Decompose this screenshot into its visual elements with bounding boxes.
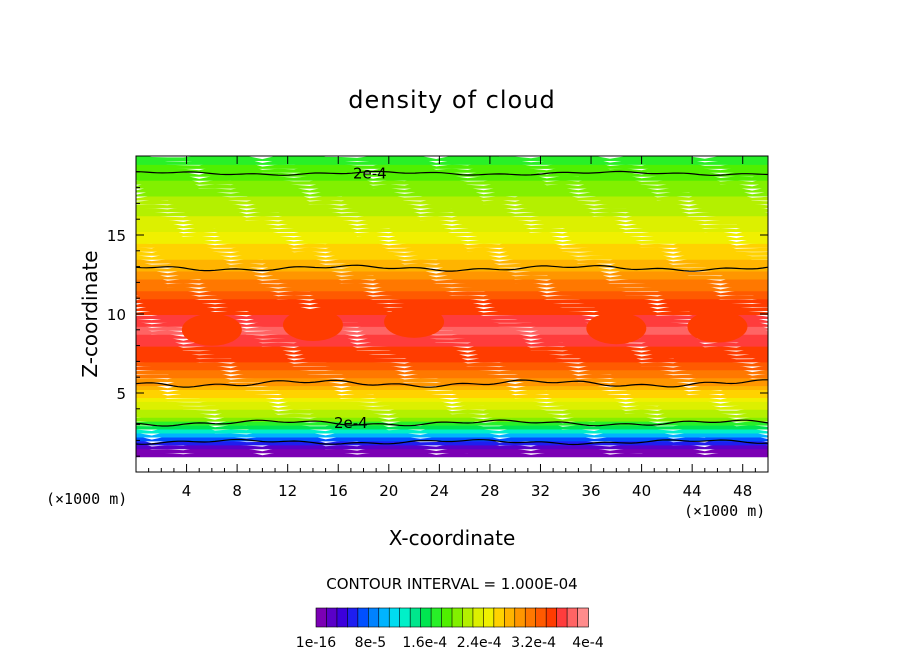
x-tick-label: 44: [683, 482, 702, 500]
heatmap-band: [136, 342, 768, 351]
colorbar-swatch: [326, 607, 338, 628]
contour-interval-label: CONTOUR INTERVAL = 1.000E-04: [326, 575, 578, 593]
colorbar-swatch: [420, 607, 432, 628]
x-tick-label: 16: [329, 482, 348, 500]
heatmap-bands: [136, 156, 768, 458]
contour-label: 2e-4: [353, 164, 387, 182]
x-unit-label-right: (×1000 m): [684, 502, 766, 520]
density-maximum: [586, 312, 647, 345]
colorbar-swatch: [399, 607, 411, 628]
x-tick-label: 48: [733, 482, 752, 500]
y-axis: 5 10 15: [107, 171, 768, 457]
heatmap-band: [136, 283, 768, 292]
x-tick-label: 20: [379, 482, 398, 500]
chart-title: density of cloud: [348, 86, 556, 114]
colorbar-swatch: [430, 607, 443, 628]
contour-line: [136, 438, 768, 446]
colorbar-swatch: [504, 607, 516, 628]
colorbar-swatch: [347, 607, 359, 628]
x-tick-label: 8: [232, 482, 242, 500]
contour-lines: [136, 170, 768, 446]
colorbar-swatch: [462, 607, 474, 628]
colorbar-swatch: [493, 607, 506, 628]
density-maximum: [282, 309, 343, 342]
contour-line: [136, 264, 768, 272]
density-maximum: [384, 305, 445, 338]
x-tick-label: 12: [278, 482, 297, 500]
x-tick-label: 36: [581, 482, 600, 500]
colorbar-label: 1e-16: [296, 635, 336, 651]
contour-line: [136, 419, 768, 427]
colorbar-swatch: [545, 607, 558, 628]
colorbar-swatch: [315, 607, 328, 628]
colorbar-swatch: [357, 607, 370, 628]
colorbar-swatch: [556, 607, 568, 628]
colorbar-label: 2.4e-4: [457, 635, 502, 651]
heatmap-band: [136, 338, 768, 347]
x-tick-label: 40: [632, 482, 651, 500]
colorbar-swatch: [441, 607, 453, 628]
y-tick-label: 5: [116, 385, 126, 403]
colorbar-label: 4e-4: [572, 635, 604, 651]
colorbar-swatch: [566, 607, 579, 628]
y-tick-label: 15: [107, 227, 126, 245]
x-tick-label: 28: [480, 482, 499, 500]
colorbar-swatch: [336, 607, 349, 628]
x-tick-label: 4: [182, 482, 192, 500]
heatmap-band: [136, 275, 768, 284]
heatmap-band: [136, 441, 768, 450]
heatmap-band: [136, 279, 768, 288]
colorbar-swatch: [577, 607, 589, 628]
x-unit-label-left: (×1000 m): [46, 490, 128, 508]
colorbar-swatch: [409, 607, 422, 628]
heatmap-band: [136, 358, 768, 367]
colorbar-swatch: [451, 607, 464, 628]
colorbar-label: 3.2e-4: [511, 635, 556, 651]
contour-line: [136, 379, 768, 388]
y-tick-label: 10: [107, 306, 126, 324]
colorbar-swatch: [368, 607, 380, 628]
x-axis: 4 8 12 16 20 24 28 32 36 40 44 48: [148, 156, 756, 500]
colorbar-swatch: [472, 607, 485, 628]
contour-line: [136, 170, 768, 176]
heatmap-band: [136, 220, 768, 229]
heatmap-band: [136, 287, 768, 296]
colorbar: 1e-16 8e-5 1.6e-4 2.4e-4 3.2e-4 4e-4: [296, 607, 604, 651]
colorbar-swatch: [483, 607, 495, 628]
density-maximum: [181, 313, 242, 346]
colorbar-label: 1.6e-4: [402, 635, 447, 651]
contour-label: 2e-4: [334, 414, 368, 432]
y-axis-label: Z-coordinate: [78, 250, 102, 378]
heatmap-band: [136, 397, 768, 406]
heatmap-band: [136, 161, 768, 169]
colorbar-swatch: [535, 607, 547, 628]
x-axis-label: X-coordinate: [388, 526, 516, 550]
x-tick-label: 24: [430, 482, 449, 500]
colorbar-label: 8e-5: [355, 635, 386, 651]
colorbar-swatch: [388, 607, 401, 628]
colorbar-swatch: [514, 607, 527, 628]
heatmap-band: [136, 247, 768, 256]
heatmap-band: [136, 156, 768, 161]
contour-labels: 2e-4 2e-4: [334, 164, 387, 432]
heatmap-band: [136, 370, 768, 379]
colorbar-swatch: [524, 607, 537, 628]
density-maximum: [687, 310, 748, 343]
x-tick-label: 32: [531, 482, 550, 500]
colorbar-swatch: [378, 607, 391, 628]
